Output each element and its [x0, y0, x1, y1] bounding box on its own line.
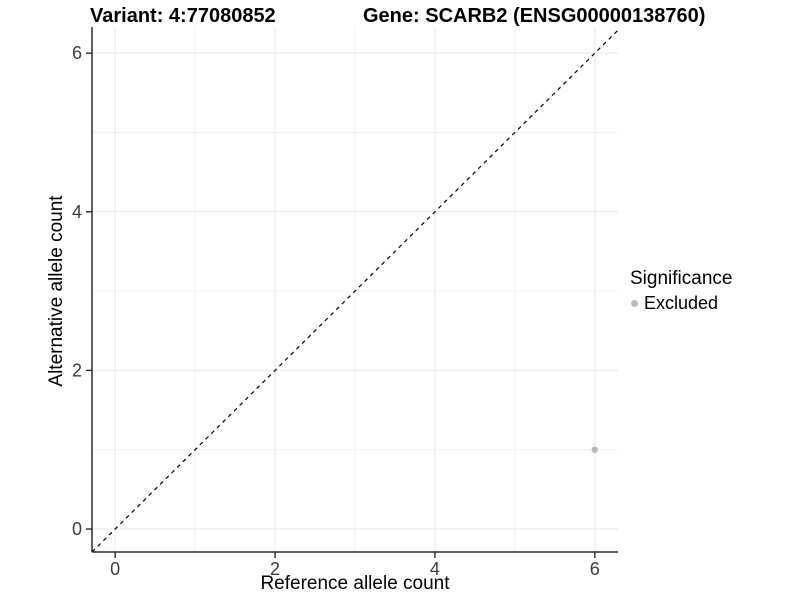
excluded-point-swatch-icon — [631, 300, 638, 307]
data-point — [591, 446, 599, 453]
y-tick-label: 4 — [72, 202, 82, 222]
identity-reference-line — [91, 29, 619, 553]
y-axis-title: Alternative allele count — [46, 195, 67, 387]
y-tick-label: 2 — [72, 360, 82, 380]
legend-item-label: Excluded — [644, 293, 719, 313]
x-axis-title: Reference allele count — [260, 573, 450, 594]
x-tick-label: 6 — [590, 559, 600, 579]
x-tick-label: 2 — [270, 559, 280, 579]
x-tick-label: 4 — [430, 559, 440, 579]
legend-item-excluded: Excluded — [630, 293, 732, 314]
x-tick-label: 0 — [110, 559, 120, 579]
y-tick-label: 0 — [72, 519, 82, 539]
legend-title: Significance — [630, 268, 733, 289]
gene-title: Gene: SCARB2 (ENSG00000138760) — [363, 5, 706, 27]
variant-title: Variant: 4:77080852 — [90, 5, 276, 27]
y-tick-label: 6 — [72, 43, 82, 63]
legend: Significance Excluded — [630, 268, 732, 314]
